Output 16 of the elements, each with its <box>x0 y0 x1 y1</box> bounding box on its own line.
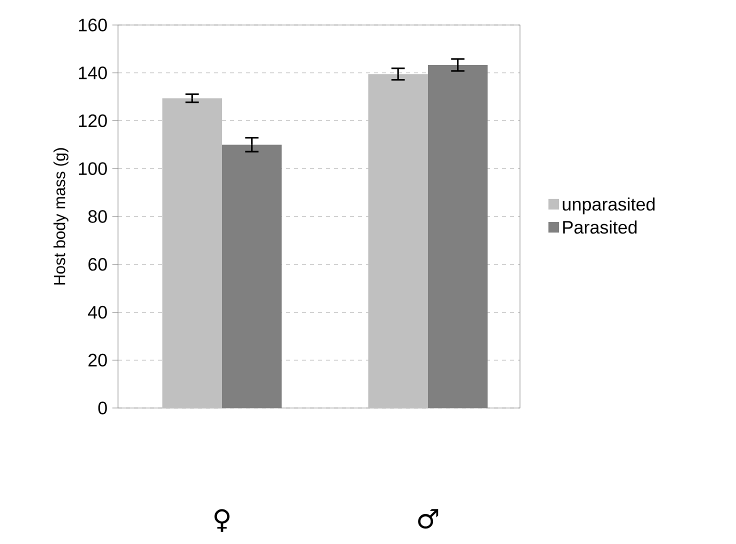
legend-label: unparasited <box>562 197 655 214</box>
y-tick-label: 60 <box>88 258 107 271</box>
legend-label: Parasited <box>563 220 637 234</box>
bar <box>162 98 222 408</box>
x-tick-label: ♀ <box>214 509 230 532</box>
y-tick-label: 140 <box>78 66 107 80</box>
y-axis-title: Host body mass (g) <box>54 148 68 285</box>
y-tick-label: 120 <box>78 114 107 128</box>
y-tick-label: 80 <box>88 210 107 223</box>
bar <box>368 74 428 408</box>
y-tick-label: 160 <box>78 18 107 32</box>
y-tick-label: 40 <box>88 306 107 319</box>
x-tick-label: ♂ <box>418 509 438 529</box>
y-tick-label: 20 <box>88 354 107 366</box>
y-tick-label: 0 <box>98 402 107 414</box>
y-tick-label: 100 <box>78 162 107 175</box>
